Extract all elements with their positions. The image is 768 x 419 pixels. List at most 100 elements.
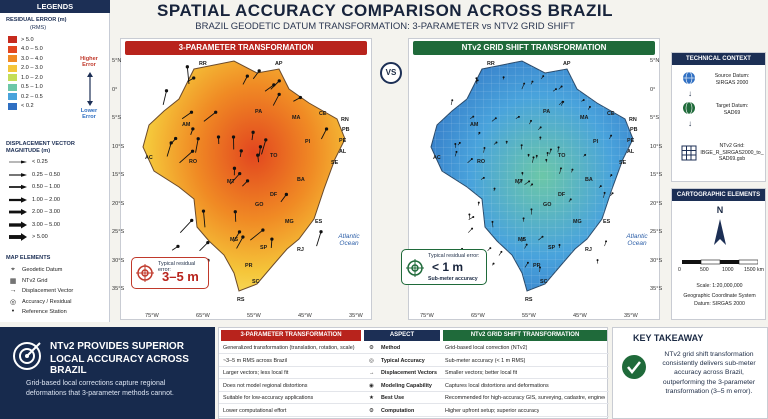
error-legend-unit: (RMS) — [30, 25, 47, 31]
target-icon — [136, 264, 154, 282]
vector-arrow-icon — [9, 221, 27, 228]
lon-label-left: 35°W — [349, 313, 363, 319]
table-row: Lower computational effort ⚙ Computation Hi… — [219, 406, 609, 417]
reference-station — [189, 110, 194, 114]
target-icon — [13, 342, 41, 370]
lat-label-left: 35°S — [112, 286, 125, 292]
reference-station — [491, 220, 494, 223]
state-label-df: DF — [558, 192, 566, 198]
reference-station — [270, 237, 274, 241]
state-label-al: AL — [627, 149, 635, 155]
reference-station — [192, 76, 196, 80]
reference-station — [554, 88, 557, 91]
error-bin-label: 1.0 – 2.0 — [21, 74, 43, 81]
vector-bin-label: 2.00 – 3.00 — [32, 209, 60, 215]
reference-station — [539, 266, 542, 269]
error-bin: > 5.0 — [8, 36, 34, 43]
carto-title: CARTOGRAPHIC ELEMENTS — [672, 189, 765, 201]
reference-station — [611, 192, 614, 195]
state-label-ap: AP — [563, 61, 571, 67]
reference-station — [521, 171, 524, 174]
error-bin: < 0.2 — [8, 102, 34, 110]
context-title: TECHNICAL CONTEXT — [672, 53, 765, 65]
left-ocean-label: Atlantic Ocean — [338, 233, 360, 247]
state-label-se: SE — [331, 160, 339, 166]
reference-station — [584, 153, 587, 156]
state-label-sc: SC — [540, 279, 548, 285]
reference-station — [522, 217, 525, 220]
reference-station — [483, 147, 486, 150]
reference-station — [539, 126, 542, 129]
technical-context-panel: TECHNICAL CONTEXT Source Datum: SIRGAS 2… — [671, 52, 766, 182]
reference-station — [539, 136, 542, 139]
vector-bin-label: 3.00 – 5.00 — [32, 221, 60, 228]
right-box-sub: Sub-meter accuracy — [428, 276, 478, 282]
map-element-item: ⌖ Geodetic Datum — [8, 266, 62, 274]
state-label-am: AM — [182, 122, 191, 128]
aspect-icon: ⚙ — [369, 408, 374, 414]
vector-bin-label: 0.50 – 1.00 — [32, 184, 60, 190]
state-label-am: AM — [470, 122, 479, 128]
map-element-label: Displacement Vector — [22, 287, 74, 294]
reference-station — [549, 148, 552, 151]
reference-station — [605, 240, 608, 243]
reference-station — [495, 141, 498, 144]
reference-station — [298, 95, 303, 100]
state-label-go: GO — [543, 202, 552, 208]
reference-station — [241, 235, 245, 239]
headline-line-2: LOCAL ACCURACY ACROSS BRAZIL — [50, 354, 189, 376]
cell-ntv2: Higher upfront setup; superior accuracy — [445, 408, 540, 414]
state-label-pr: PR — [245, 263, 253, 269]
reference-station — [451, 99, 454, 102]
reference-station — [582, 99, 585, 102]
state-label-pe: PE — [627, 138, 635, 144]
reference-station — [319, 230, 323, 234]
cell-ntv2: Sub-meter accuracy (< 1 m RMS) — [445, 357, 526, 364]
reference-station — [191, 127, 195, 131]
displacement-vector — [166, 142, 172, 157]
displacement-vector — [162, 90, 167, 105]
reference-station — [545, 158, 548, 161]
vector-bin: 3.00 – 5.00 — [8, 221, 60, 229]
reference-station — [454, 142, 457, 145]
lat-label-right: 15°S — [650, 172, 663, 178]
error-bin-label: 3.0 – 4.0 — [21, 55, 43, 62]
right-box-value: < 1 m — [432, 260, 464, 274]
table-row: Does not model regional distortions ◉ Mode… — [219, 381, 609, 392]
lat-label-left: 5°S — [112, 115, 122, 121]
reference-station — [237, 230, 242, 234]
reference-station — [468, 213, 471, 216]
arrow-icon: → — [9, 287, 17, 294]
key-takeaway-panel: KEY TAKEAWAY NTv2 grid shift transformat… — [612, 327, 768, 419]
cell-aspect: Typical Accuracy — [381, 357, 425, 364]
reference-station — [530, 119, 533, 122]
reference-station — [277, 79, 281, 83]
lat-label-right: 20°S — [650, 200, 663, 207]
error-bin-label: < 0.2 — [21, 103, 34, 109]
displacement-vector — [203, 111, 216, 122]
vector-legend-unit: MAGNITUDE (m) — [6, 148, 51, 154]
right-ocean-label: Atlantic Ocean — [626, 233, 648, 247]
reference-station — [494, 117, 497, 120]
target-value: SAD69 — [723, 110, 741, 116]
reference-station — [569, 198, 572, 201]
reference-station — [500, 250, 503, 253]
grid-value: IBGE_R_SIRGAS2000_to_SAD69.gsb — [700, 150, 764, 162]
left-box-value: 3–5 m — [162, 269, 199, 284]
comparison-table: 3-PARAMETER TRANSFORMATION ASPECT NTv2 G… — [218, 327, 609, 419]
reference-station — [471, 227, 474, 230]
down-arrow-icon: ↓ — [688, 119, 692, 128]
state-label-ap: AP — [275, 61, 283, 67]
lon-label-right: 55°W — [522, 313, 536, 319]
reference-station — [257, 69, 261, 73]
state-label-ba: BA — [585, 177, 593, 183]
reference-station — [233, 210, 237, 214]
state-label-go: GO — [255, 202, 264, 208]
aspect-icon: → — [369, 370, 375, 377]
reference-station — [231, 135, 236, 139]
state-label-pb: PB — [630, 127, 638, 133]
reference-station — [596, 259, 599, 262]
error-bin-label: 0.5 – 1.0 — [21, 84, 43, 90]
lat-label-left: 15°S — [112, 172, 125, 178]
displacement-vector — [203, 211, 206, 228]
